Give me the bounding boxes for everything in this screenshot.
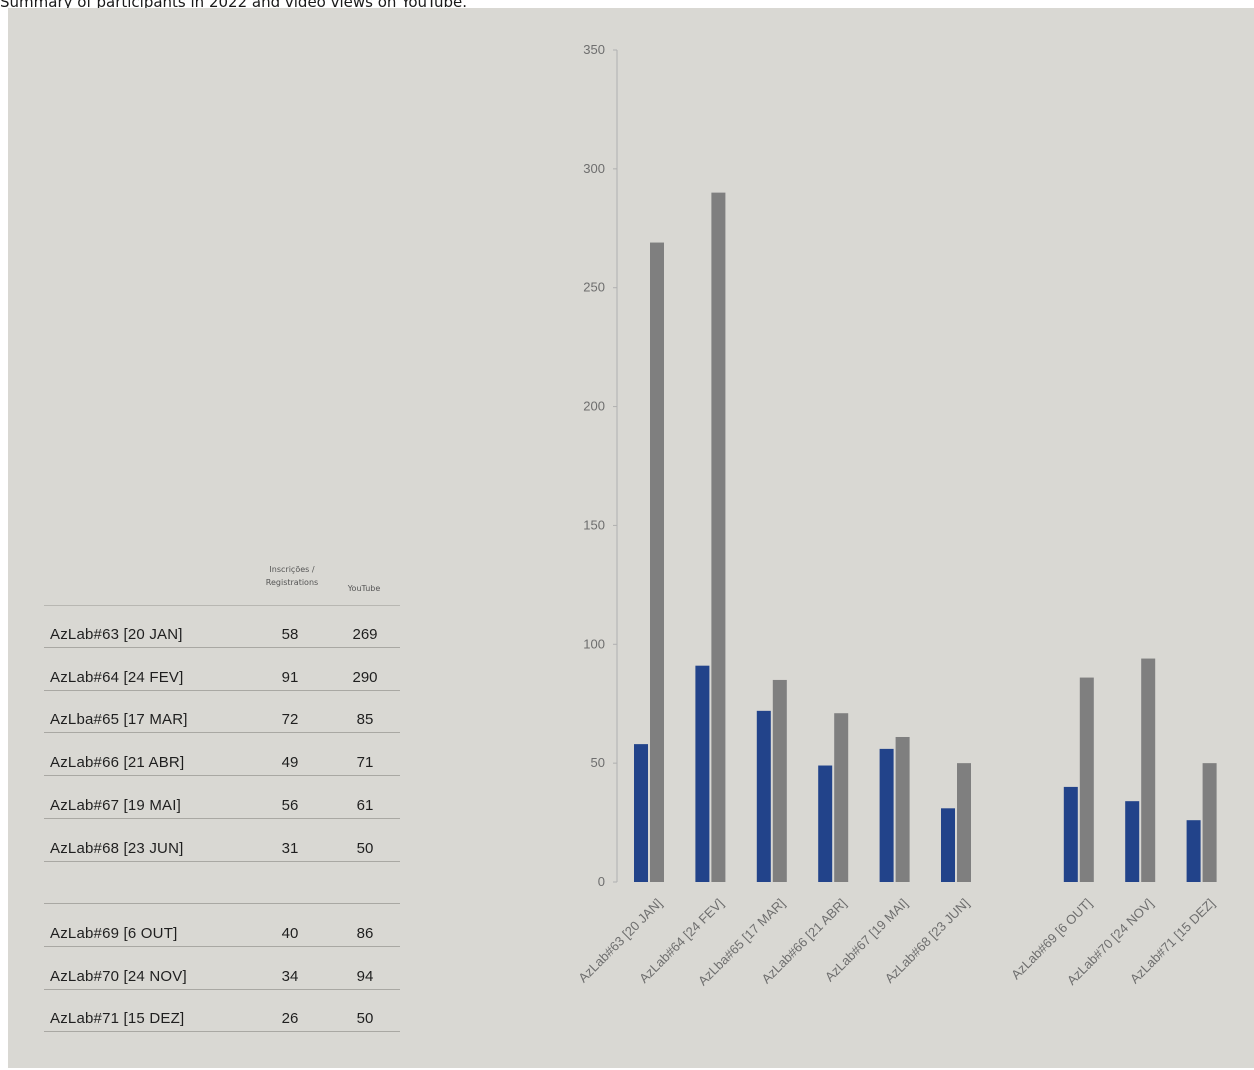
row-registrations: 49 <box>281 754 299 772</box>
row-youtube: 85 <box>356 711 374 729</box>
row-divider <box>44 817 400 819</box>
y-tick-label: 350 <box>583 42 605 57</box>
row-session-name: AzLab#71 [15 DEZ] <box>50 1010 185 1028</box>
row-registrations: 58 <box>281 626 299 643</box>
bar-youtube <box>895 736 910 882</box>
col-header-youtube: YouTube <box>347 584 381 593</box>
bar-registrations <box>1186 820 1201 882</box>
bar-youtube <box>1202 763 1217 882</box>
y-tick-label: 300 <box>583 161 605 176</box>
row-divider <box>44 689 400 691</box>
row-session-name: AzLab#69 [6 OUT] <box>50 924 178 942</box>
table-row: AzLab#66 [21 ABR] 49 71 <box>44 734 400 777</box>
row-youtube: 269 <box>352 626 378 643</box>
y-tick-label: 250 <box>583 280 605 295</box>
bar-registrations <box>756 710 771 882</box>
figure-caption: Summary of participants in 2022 and vide… <box>0 0 467 10</box>
y-tick-label: 150 <box>583 517 605 532</box>
y-tick-label: 50 <box>591 755 605 770</box>
header-divider <box>44 605 400 606</box>
bar-youtube <box>957 763 971 882</box>
row-youtube: 290 <box>352 668 378 686</box>
row-youtube: 94 <box>356 967 374 985</box>
row-divider <box>44 647 400 648</box>
table-row: AzLab#68 [23 JUN] 31 50 <box>44 820 400 862</box>
bar-youtube <box>772 679 787 882</box>
bar-registrations <box>941 808 955 882</box>
bar-youtube <box>711 192 726 883</box>
table-row: AzLab#67 [19 MAI] 56 61 <box>44 777 400 819</box>
row-divider <box>44 860 400 862</box>
table-row: AzLab#70 [24 NOV] 34 94 <box>44 948 400 990</box>
row-session-name: AzLab#66 [21 ABR] <box>50 754 185 772</box>
row-session-name: AzLba#65 [17 MAR] <box>50 711 188 729</box>
row-registrations: 34 <box>281 967 299 985</box>
bar-youtube <box>1079 677 1094 882</box>
row-session-name: AzLab#70 [24 NOV] <box>50 967 187 985</box>
row-divider <box>44 945 400 947</box>
bar-registrations <box>879 748 894 882</box>
table-row: AzLab#64 [24 FEV] 91 290 <box>44 649 400 691</box>
row-registrations: 26 <box>281 1010 299 1028</box>
row-divider <box>44 903 400 905</box>
table-row <box>44 862 400 905</box>
bar-registrations <box>1063 786 1078 882</box>
col-header-registrations: Inscrições / Registrations <box>265 565 319 587</box>
bar-youtube <box>834 713 849 882</box>
table-row: AzLab#71 [15 DEZ] 26 50 <box>44 990 400 1033</box>
row-youtube: 61 <box>356 796 374 814</box>
row-session-name: AzLab#68 [23 JUN] <box>50 839 184 857</box>
bar-registrations <box>695 665 710 882</box>
row-registrations: 72 <box>281 711 299 729</box>
row-divider <box>44 775 400 777</box>
row-registrations: 91 <box>281 668 299 686</box>
row-session-name: AzLab#63 [20 JAN] <box>50 626 183 643</box>
bar-registrations <box>1125 801 1140 882</box>
table-row: AzLab#69 [6 OUT] 40 86 <box>44 905 400 947</box>
bar-youtube <box>650 242 664 882</box>
row-youtube: 50 <box>356 839 374 857</box>
figure-panel: Inscrições / Registrations YouTube AzLab… <box>8 8 1254 1068</box>
row-divider <box>44 732 400 734</box>
bar-registrations <box>634 744 648 882</box>
table-row: AzLab#63 [20 JAN] 58 269 <box>44 606 400 648</box>
row-registrations: 40 <box>281 924 299 942</box>
row-session-name: AzLab#67 [19 MAI] <box>50 796 181 814</box>
row-divider <box>44 988 400 990</box>
row-youtube: 71 <box>356 754 374 772</box>
y-tick-label: 100 <box>583 636 605 651</box>
row-registrations: 31 <box>281 839 299 857</box>
y-tick-label: 200 <box>583 399 605 414</box>
bar-registrations <box>818 765 833 882</box>
table-row: AzLba#65 [17 MAR] 72 85 <box>44 691 400 734</box>
row-registrations: 56 <box>281 796 299 814</box>
row-youtube: 50 <box>356 1010 374 1028</box>
row-session-name: AzLab#64 [24 FEV] <box>50 668 184 686</box>
row-youtube: 86 <box>356 924 374 942</box>
bar-youtube <box>1141 658 1156 882</box>
y-tick-label: 0 <box>598 874 605 889</box>
row-divider <box>44 1031 400 1033</box>
